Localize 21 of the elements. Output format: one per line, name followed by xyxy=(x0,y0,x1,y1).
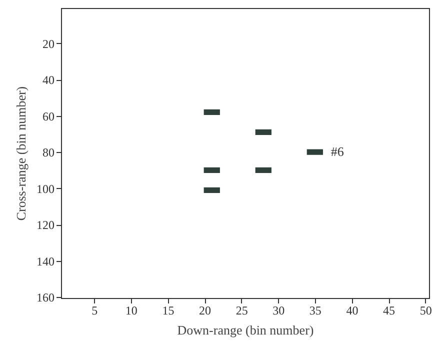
x-tick-label: 5 xyxy=(92,304,98,318)
y-tick-label: 40 xyxy=(42,73,54,88)
y-tick-label: 100 xyxy=(36,182,54,196)
y-tick-label: 20 xyxy=(42,36,54,51)
y-tick-label: 60 xyxy=(42,109,54,124)
x-tick-label: 20 xyxy=(199,304,212,318)
x-tick-label: 45 xyxy=(383,304,396,318)
x-tick-label: 40 xyxy=(346,304,358,318)
x-tick-label: 35 xyxy=(309,304,322,318)
x-tick-label: 30 xyxy=(272,304,285,318)
x-tick-label: 25 xyxy=(236,304,248,318)
y-tick-label: 120 xyxy=(36,218,54,232)
x-tick-label: 10 xyxy=(125,304,138,318)
y-tick-label: 160 xyxy=(36,290,54,305)
x-tick-label: 50 xyxy=(420,304,432,318)
x-tick-label: 15 xyxy=(162,304,174,318)
y-tick-label: 140 xyxy=(36,254,54,268)
y-tick-label: 80 xyxy=(42,146,54,160)
annotation: #6 xyxy=(330,144,344,160)
x-axis-title: Down-range (bin number) xyxy=(177,322,314,338)
y-axis-title: Cross-range (bin number) xyxy=(14,86,28,221)
